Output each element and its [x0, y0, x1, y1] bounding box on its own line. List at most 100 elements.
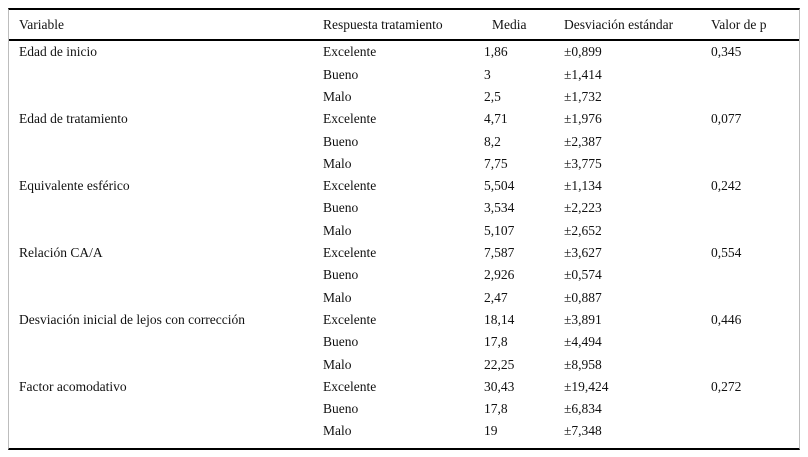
variable-cell — [9, 264, 323, 286]
respuesta-cell: Bueno — [323, 267, 359, 283]
media-cell: 1,86 — [484, 44, 508, 60]
p-value-cell — [711, 219, 799, 241]
table-row: Malo 7,75 ±3,775 — [9, 152, 799, 174]
variable-cell — [9, 420, 323, 448]
variable-cell: Edad de inicio — [19, 44, 97, 60]
variable-cell — [9, 130, 323, 152]
desviacion-cell: ±3,627 — [564, 245, 602, 261]
variable-cell — [9, 331, 323, 353]
table-row: Desviación inicial de lejos con correcci… — [9, 309, 799, 331]
p-value-cell: 0,345 — [711, 44, 742, 60]
respuesta-cell: Excelente — [323, 378, 377, 394]
p-value-cell: 0,242 — [711, 178, 742, 194]
media-cell: 19 — [484, 423, 498, 439]
desviacion-cell: ±8,958 — [564, 356, 602, 372]
respuesta-cell: Excelente — [323, 178, 377, 194]
p-value-cell — [711, 286, 799, 308]
p-value-cell: 0,554 — [711, 245, 742, 261]
desviacion-cell: ±0,887 — [564, 289, 602, 305]
table-row: Malo 2,5 ±1,732 — [9, 86, 799, 108]
table-row: Relación CA/A Excelente 7,587 ±3,627 0,554 — [9, 242, 799, 264]
column-header-variable: Variable — [9, 10, 323, 41]
variable-cell — [9, 197, 323, 219]
variable-cell — [9, 219, 323, 241]
table-row: Malo 5,107 ±2,652 — [9, 219, 799, 241]
table-body: Edad de inicio Excelente 1,86 ±0,899 0,345 Bu… — [9, 40, 799, 448]
media-cell: 2,47 — [484, 289, 508, 305]
variable-cell — [9, 86, 323, 108]
p-value-cell — [711, 86, 799, 108]
variable-cell — [9, 63, 323, 85]
table-row: Malo 22,25 ±8,958 — [9, 353, 799, 375]
respuesta-cell: Bueno — [323, 66, 359, 82]
respuesta-cell: Malo — [323, 423, 352, 439]
p-value-cell — [711, 264, 799, 286]
header-row: Variable Respuesta tratamiento Media Des… — [9, 10, 799, 41]
media-cell: 2,5 — [484, 88, 501, 104]
table-row: Bueno 3,534 ±2,223 — [9, 197, 799, 219]
column-header-desviacion: Desviación estándar — [564, 10, 711, 41]
respuesta-cell: Bueno — [323, 133, 359, 149]
media-cell: 5,504 — [484, 178, 515, 194]
p-value-cell — [711, 398, 799, 420]
desviacion-cell: ±2,387 — [564, 133, 602, 149]
p-value-cell — [711, 197, 799, 219]
desviacion-cell: ±4,494 — [564, 334, 602, 350]
respuesta-cell: Malo — [323, 155, 352, 171]
desviacion-cell: ±1,134 — [564, 178, 602, 194]
table-row: Bueno 2,926 ±0,574 — [9, 264, 799, 286]
desviacion-cell: ±3,891 — [564, 311, 602, 327]
desviacion-cell: ±1,414 — [564, 66, 602, 82]
media-cell: 7,587 — [484, 245, 515, 261]
media-cell: 17,8 — [484, 401, 508, 417]
respuesta-cell: Malo — [323, 222, 352, 238]
respuesta-cell: Bueno — [323, 200, 359, 216]
respuesta-cell: Excelente — [323, 44, 377, 60]
media-cell: 2,926 — [484, 267, 515, 283]
desviacion-cell: ±0,899 — [564, 44, 602, 60]
p-value-cell — [711, 130, 799, 152]
variable-cell — [9, 353, 323, 375]
p-value-cell — [711, 420, 799, 448]
desviacion-cell: ±2,652 — [564, 222, 602, 238]
stats-table: Variable Respuesta tratamiento Media Des… — [8, 8, 800, 451]
table-row: Bueno 3 ±1,414 — [9, 63, 799, 85]
p-value-cell — [711, 331, 799, 353]
table-row: Edad de tratamiento Excelente 4,71 ±1,976 0,… — [9, 108, 799, 130]
respuesta-cell: Excelente — [323, 311, 377, 327]
desviacion-cell: ±1,976 — [564, 111, 602, 127]
variable-cell: Relación CA/A — [19, 245, 103, 261]
variable-cell — [9, 152, 323, 174]
variable-cell — [9, 398, 323, 420]
column-header-media: Media — [484, 10, 564, 41]
media-cell: 3,534 — [484, 200, 515, 216]
table-row: Factor acomodativo Excelente 30,43 ±19,424 0… — [9, 375, 799, 397]
respuesta-cell: Malo — [323, 356, 352, 372]
respuesta-cell: Malo — [323, 88, 352, 104]
media-cell: 8,2 — [484, 133, 501, 149]
media-cell: 18,14 — [484, 311, 515, 327]
desviacion-cell: ±0,574 — [564, 267, 602, 283]
results-table: Variable Respuesta tratamiento Media Des… — [9, 10, 799, 448]
media-cell: 4,71 — [484, 111, 508, 127]
p-value-cell: 0,272 — [711, 378, 742, 394]
table-row: Bueno 8,2 ±2,387 — [9, 130, 799, 152]
media-cell: 30,43 — [484, 378, 515, 394]
media-cell: 17,8 — [484, 334, 508, 350]
desviacion-cell: ±1,732 — [564, 88, 602, 104]
p-value-cell — [711, 353, 799, 375]
variable-cell: Edad de tratamiento — [19, 111, 128, 127]
variable-cell: Desviación inicial de lejos con correcci… — [19, 311, 246, 327]
desviacion-cell: ±7,348 — [564, 423, 602, 439]
table-row: Bueno 17,8 ±4,494 — [9, 331, 799, 353]
media-cell: 7,75 — [484, 155, 508, 171]
column-header-p-value: Valor de p — [711, 10, 799, 41]
respuesta-cell: Bueno — [323, 334, 359, 350]
column-header-respuesta: Respuesta tratamiento — [323, 10, 484, 41]
p-value-cell — [711, 63, 799, 85]
variable-cell: Equivalente esférico — [19, 178, 130, 194]
table-row: Edad de inicio Excelente 1,86 ±0,899 0,345 — [9, 40, 799, 63]
p-value-cell — [711, 152, 799, 174]
media-cell: 3 — [484, 66, 491, 82]
